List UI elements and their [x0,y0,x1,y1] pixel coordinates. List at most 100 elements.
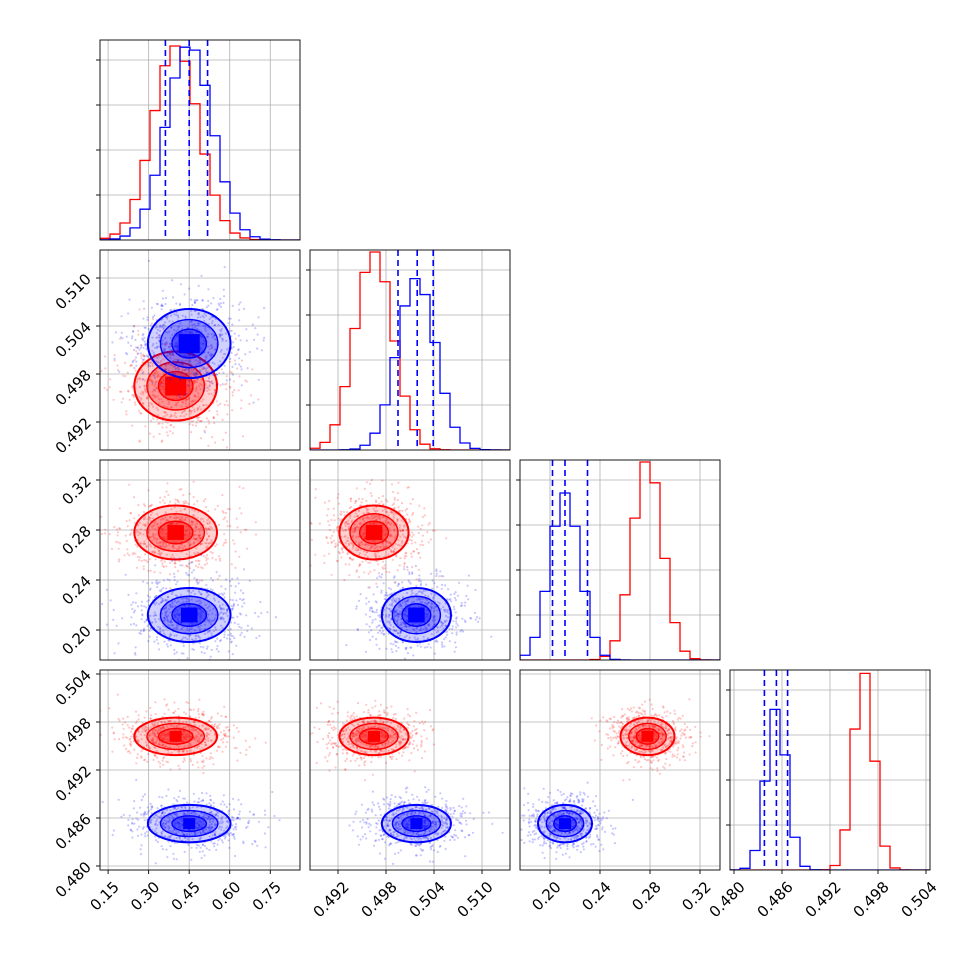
scatter-point [165,760,168,763]
scatter-point [176,346,179,349]
scatter-point [161,304,164,307]
scatter-point [205,847,208,850]
scatter-point [416,626,419,629]
scatter-point [219,297,222,301]
scatter-point [376,577,379,580]
scatter-point [116,364,119,367]
scatter-point [370,629,373,632]
scatter-point [367,600,371,603]
scatter-point [440,641,444,644]
scatter-point [147,505,151,508]
scatter-point [115,540,118,544]
scatter-point [380,626,383,629]
scatter-point [420,622,423,625]
scatter-point [232,828,235,831]
scatter-point [169,406,173,409]
scatter-point [327,520,330,523]
scatter-point [163,349,167,352]
scatter-point [199,624,202,627]
scatter-point [185,720,188,723]
scatter-point [149,545,152,548]
scatter-point [134,653,137,656]
scatter-point [392,550,395,553]
scatter-point [164,611,167,614]
scatter-point [192,373,195,377]
scatter-point [181,819,184,822]
scatter-point [100,515,103,518]
scatter-point [429,627,432,630]
scatter-point [351,547,355,550]
scatter-point [196,826,199,830]
scatter-point [230,329,233,333]
scatter-point [389,535,392,538]
scatter-point [101,602,104,606]
scatter-point [148,629,151,632]
scatter-point [225,820,228,823]
scatter-point [354,501,357,504]
scatter-point [178,560,181,563]
scatter-point [160,727,163,730]
scatter-point [235,599,238,602]
scatter-point [192,379,195,383]
scatter-point [310,538,313,541]
scatter-point [408,636,411,639]
scatter-point [432,620,435,623]
scatter-point [412,533,415,536]
scatter-point [415,548,419,551]
scatter-point [172,711,175,715]
scatter-point [148,372,151,375]
scatter-point [193,300,196,303]
scatter-point [146,361,149,364]
scatter-point [162,328,165,331]
scatter-point [194,364,197,367]
scatter-point [158,326,161,329]
scatter-point [419,580,422,583]
scatter-point [140,750,143,753]
scatter-point [131,727,134,730]
scatter-point [152,723,155,726]
scatter-point [189,543,192,547]
scatter-point [363,531,366,534]
scatter-point [354,512,357,515]
scatter-point [131,725,135,728]
scatter-point [158,589,161,592]
scatter-point [167,608,170,611]
scatter-point [406,513,409,516]
scatter-point [162,763,165,766]
scatter-point [197,625,200,628]
scatter-point [126,724,129,727]
scatter-point [111,750,114,753]
scatter-point [190,571,194,574]
scatter-point [378,518,381,521]
scatter-point [143,559,146,562]
scatter-point [205,372,208,375]
scatter-point [393,581,396,584]
scatter-point [403,609,407,612]
scatter-point [414,593,417,596]
scatter-point [206,545,209,548]
scatter-point [167,493,170,496]
scatter-point [132,551,135,554]
scatter-point [159,380,162,383]
scatter-point [229,317,232,320]
scatter-point [365,481,368,484]
scatter-point [433,529,436,532]
y-tick-label: 0.20 [58,622,94,658]
scatter-point [394,610,397,613]
scatter-point [219,608,222,611]
scatter-point [149,324,152,327]
scatter-point [194,559,197,562]
scatter-point [190,846,193,849]
scatter-point [383,507,387,511]
scatter-point [331,534,334,537]
scatter-point [257,378,260,381]
scatter-point [347,526,350,530]
scatter-point [140,756,143,759]
scatter-point [154,754,157,758]
scatter-point [229,524,232,528]
scatter-point [173,627,176,630]
scatter-point [231,394,234,397]
scatter-point [200,612,203,615]
scatter-point [397,506,400,509]
scatter-point [219,334,222,337]
